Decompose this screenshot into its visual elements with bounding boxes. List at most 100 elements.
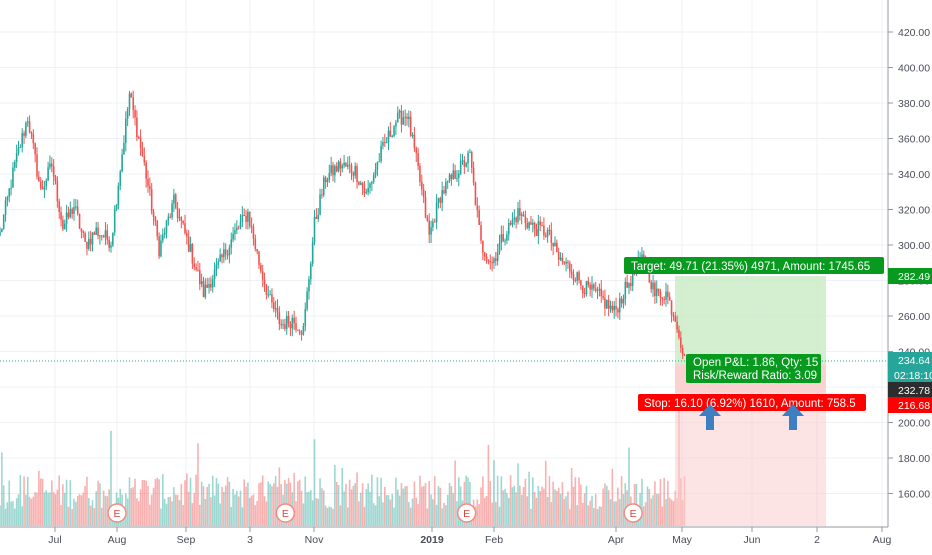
volume-bar [557,487,560,526]
candle-body [544,235,547,237]
candle-body [84,232,86,242]
candle-body [650,282,652,290]
candle-body [136,117,138,138]
candle-body [228,247,231,256]
volume-bar [219,503,221,526]
candle-body [391,136,393,138]
volume-bar [341,467,344,526]
time-tick-label: Sep [177,534,196,546]
candle-body [430,227,432,235]
entry-price-text: 232.78 [898,385,930,397]
candle-body [328,173,331,180]
candle-body [291,317,294,329]
pnl-label-line2: Risk/Reward Ratio: 3.09 [693,370,817,382]
volume-bar [158,479,160,526]
volume-bar [32,496,35,526]
volume-bar [563,499,566,526]
earnings-badge[interactable] [107,503,127,523]
volume-bar [485,495,488,526]
volume-bar [197,443,199,526]
volume-bar [593,508,595,526]
candle-body [104,230,107,238]
candle-body [511,219,514,225]
volume-bar [187,491,190,526]
earnings-marker[interactable]: E [623,503,643,523]
target-label-box[interactable] [624,257,884,274]
volume-bar [374,505,377,526]
candle-body [184,223,186,234]
candle-body [75,206,77,208]
volume-bar [199,504,201,526]
stop-label-box[interactable] [638,394,866,411]
volume-bar [230,506,233,526]
volume-bar [313,439,316,526]
candle-body [324,177,327,182]
candle-body [274,308,277,310]
earnings-marker[interactable]: E [275,503,296,523]
volume-bar [248,497,251,526]
volume-bar [515,492,517,526]
candle-body [569,263,571,272]
candle-body [63,223,66,230]
volume-bar [261,475,264,526]
volume-bar [587,505,590,526]
volume-bar [136,498,138,526]
volume-bar [369,491,371,526]
volume-bar [324,505,327,526]
candle-body [308,279,310,292]
volume-bar [267,481,270,526]
time-axis[interactable]: Jul Aug Sep 3 Nov 2019 Feb Apr May Jun 2 Aug [0,526,891,546]
volume-bar [326,508,329,526]
volume-bar [88,498,90,526]
candle-body [495,258,497,261]
volume-bar [145,480,147,526]
target-price-text: 282.49 [898,271,930,283]
volume-bar [1,452,3,526]
volume-bar [256,500,258,526]
candle-body [609,305,612,309]
volume-bar [322,490,325,526]
candle-body [156,221,159,237]
stop-price-tag [888,397,932,413]
candle-body [54,176,57,181]
volume-bar [154,479,157,526]
earnings-badge[interactable] [275,503,296,523]
volume-bar [585,485,588,526]
volume-bar [319,478,321,526]
volume-bar [478,504,480,526]
volume-bar [38,470,40,526]
candle-body [507,222,510,235]
volume-bar [28,496,31,526]
target-zone [675,276,826,365]
price-axis[interactable]: 160.00180.00200.00220.00240.00260.00280.… [887,0,930,527]
volume-bar [215,477,218,526]
volume-bar [84,485,86,526]
candle-body [441,190,443,203]
candle-body [211,279,214,288]
candle-body [319,194,321,215]
candle-body [480,225,482,241]
earnings-badge[interactable] [456,503,477,523]
pnl-label-box[interactable] [686,354,821,383]
candle-body [643,254,645,258]
volume-bar [308,491,310,526]
candle-body [186,233,188,237]
earnings-marker[interactable]: E [107,503,127,523]
earnings-badge[interactable] [623,503,643,523]
volume-bar [435,504,438,526]
volume-bar [450,486,453,526]
time-tick-label: Aug [108,534,127,546]
candle-body [489,260,492,263]
volume-bar [530,508,532,526]
volume-bar [165,503,168,526]
candle-body [367,187,369,193]
candle-body [654,282,656,297]
volume-bar [415,497,418,526]
earnings-marker[interactable]: E [456,503,477,523]
volume-bar [661,506,664,526]
volume-bar [350,489,353,526]
candle-body [369,183,371,188]
